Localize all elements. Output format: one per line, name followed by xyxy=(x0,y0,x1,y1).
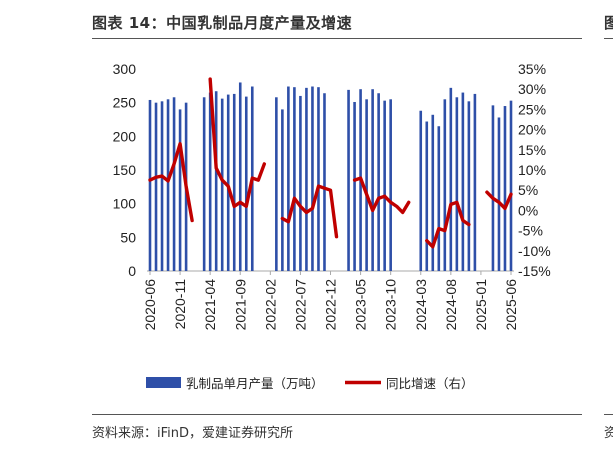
x-tick-2025-06: 2025-06 xyxy=(503,279,519,331)
left-tick-50: 50 xyxy=(120,229,136,245)
right-tick-10: 10% xyxy=(518,162,546,178)
left-tick-100: 100 xyxy=(113,196,137,212)
bar-2025-05 xyxy=(503,106,507,271)
x-tick-2021-04: 2021-04 xyxy=(202,279,218,331)
x-tick-2023-05: 2023-05 xyxy=(353,279,369,331)
right-tick-0: 0% xyxy=(518,202,538,218)
next-panel-source-divider xyxy=(604,414,613,415)
legend-bar-label: 乳制品单月产量（万吨） xyxy=(186,376,324,391)
bar-2022-10 xyxy=(317,87,320,272)
bar-2021-05 xyxy=(214,91,218,271)
bar-2021-10 xyxy=(244,96,248,271)
bar-2022-11 xyxy=(323,93,326,272)
line-series xyxy=(148,77,513,249)
bar-2024-12 xyxy=(473,93,477,271)
source-note: 资料来源：iFinD，爱建证券研究所 xyxy=(92,426,294,441)
bar-2022-04 xyxy=(281,109,284,272)
x-tick-2022-02: 2022-02 xyxy=(262,279,278,331)
bar-2021-04 xyxy=(208,92,212,271)
bar-2020-09 xyxy=(166,99,170,271)
left-axis-ticks: 0 50 100 150 200 250 300 xyxy=(113,61,137,279)
bar-2024-08 xyxy=(449,87,453,271)
bar-2021-07 xyxy=(226,94,230,271)
yoy-line-segment-0 xyxy=(148,142,194,223)
bar-2022-09 xyxy=(311,86,314,271)
bar-2021-03 xyxy=(202,97,206,271)
source-divider xyxy=(92,414,582,415)
bar-2022-03 xyxy=(275,97,278,271)
left-tick-0: 0 xyxy=(128,263,136,279)
bar-2023-06 xyxy=(365,99,368,271)
bar-2023-10 xyxy=(389,99,392,271)
yoy-line-segment-1 xyxy=(208,77,267,209)
bar-2024-06 xyxy=(437,126,441,271)
bar-2020-08 xyxy=(160,101,164,271)
bar-2024-10 xyxy=(461,92,465,271)
chart-title: 图表 14：中国乳制品月度产量及增速 xyxy=(92,14,353,32)
left-tick-250: 250 xyxy=(113,95,137,111)
left-tick-300: 300 xyxy=(113,61,137,77)
bar-2023-07 xyxy=(371,89,374,271)
right-tick-20: 20% xyxy=(518,122,546,138)
bar-2021-08 xyxy=(232,93,236,271)
bar-2020-11 xyxy=(178,109,182,272)
bar-2025-03 xyxy=(491,105,495,271)
bar-2024-07 xyxy=(443,99,447,271)
legend-line-label: 同比增速（右） xyxy=(386,376,474,391)
yoy-line-segment-5 xyxy=(485,190,513,211)
bar-2024-11 xyxy=(467,101,471,271)
yoy-line-segment-3 xyxy=(352,176,411,215)
right-tick-35: 35% xyxy=(518,61,546,77)
x-axis-ticks: 2020-06 2020-11 2021-04 2021-09 2022-02 2022-… xyxy=(142,271,519,330)
bar-2021-06 xyxy=(220,98,224,271)
next-panel-source-fragment: 资 xyxy=(604,426,613,441)
yoy-line-segment-2 xyxy=(280,184,339,239)
bar-2023-03 xyxy=(347,89,350,272)
bar-2023-08 xyxy=(377,93,380,272)
yoy-line-segment-4 xyxy=(425,200,471,249)
bar-2025-04 xyxy=(497,117,501,271)
bar-2024-09 xyxy=(455,97,459,271)
left-tick-200: 200 xyxy=(113,128,137,144)
x-tick-2024-03: 2024-03 xyxy=(413,279,429,331)
x-tick-2024-08: 2024-08 xyxy=(443,279,459,331)
next-panel-divider xyxy=(604,38,613,39)
bar-2021-09 xyxy=(238,82,242,271)
bar-2023-09 xyxy=(383,100,386,272)
x-tick-2020-06: 2020-06 xyxy=(142,279,158,331)
right-tick--5: -5% xyxy=(518,223,543,239)
x-tick-2021-09: 2021-09 xyxy=(232,279,248,331)
right-tick-25: 25% xyxy=(518,101,546,117)
bar-2024-05 xyxy=(431,114,435,271)
left-tick-150: 150 xyxy=(113,162,137,178)
x-tick-2025-01: 2025-01 xyxy=(473,279,489,331)
right-tick-15: 15% xyxy=(518,142,546,158)
bar-2020-10 xyxy=(172,97,176,271)
x-tick-2022-07: 2022-07 xyxy=(292,279,308,331)
right-tick--15: -15% xyxy=(518,263,551,279)
bar-2022-05 xyxy=(287,86,290,271)
x-tick-2020-11: 2020-11 xyxy=(172,279,188,330)
right-axis-ticks: -15% -10% -5% 0% 5% 10% 15% 20% 25% 30% 35% xyxy=(518,61,551,279)
legend: 乳制品单月产量（万吨） 同比增速（右） xyxy=(146,376,474,391)
legend-bar-swatch xyxy=(146,377,181,388)
bar-2020-07 xyxy=(154,102,158,271)
bar-2022-07 xyxy=(299,95,302,272)
x-tick-2022-12: 2022-12 xyxy=(323,279,339,331)
bar-2022-08 xyxy=(305,87,308,271)
next-panel-title-fragment: 图 xyxy=(604,14,613,32)
bar-2022-06 xyxy=(293,87,296,272)
right-tick-5: 5% xyxy=(518,182,538,198)
bar-2020-06 xyxy=(148,99,152,271)
right-tick--10: -10% xyxy=(518,243,551,259)
right-tick-30: 30% xyxy=(518,81,546,97)
x-tick-2023-10: 2023-10 xyxy=(383,279,399,331)
bar-2025-06 xyxy=(509,100,513,272)
bar-2023-04 xyxy=(353,101,356,272)
bar-2024-04 xyxy=(425,121,429,272)
bar-2024-03 xyxy=(419,110,423,271)
bar-series xyxy=(148,82,513,272)
title-divider xyxy=(92,38,582,39)
